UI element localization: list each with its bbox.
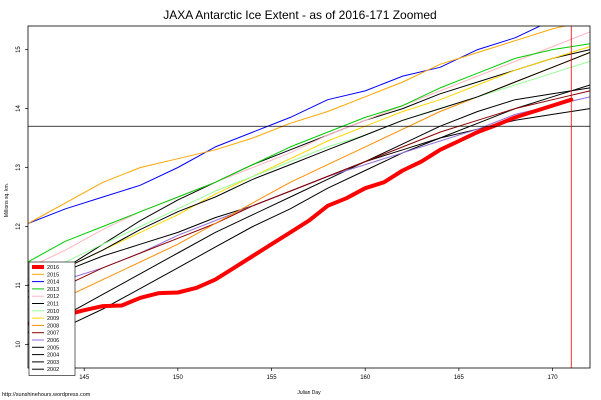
y-tick-label: 12: [16, 222, 22, 229]
y-tick-label: 14: [16, 105, 22, 112]
series-line-2014: [28, 26, 542, 224]
series-line-2015: [28, 26, 568, 224]
legend-label-2003: 2003: [47, 360, 59, 366]
legend-label-2013: 2013: [47, 287, 59, 293]
legend-label-2005: 2005: [47, 345, 59, 351]
y-axis: 10 11 12 13 14 15: [16, 46, 28, 348]
credit-url: http://sunshinehours.wordpress.com: [2, 392, 91, 398]
legend-label-2002: 2002: [47, 367, 59, 373]
x-tick-label: 155: [267, 375, 278, 381]
legend-label-2015: 2015: [47, 272, 59, 278]
legend-label-2012: 2012: [47, 294, 59, 300]
series-line-2012: [28, 31, 590, 269]
legend-label-2007: 2007: [47, 331, 59, 337]
y-axis-label: Millions sq. km.: [4, 183, 10, 217]
legend-label-2009: 2009: [47, 316, 59, 322]
series-line-2010: [28, 60, 590, 281]
y-tick-label: 11: [16, 282, 22, 289]
series-line-2005: [28, 87, 590, 334]
series-line-2009: [28, 46, 590, 286]
series-line-2004: [28, 84, 590, 345]
x-tick-label: 145: [79, 375, 90, 381]
series-line-2002: [28, 108, 590, 286]
legend-label-2006: 2006: [47, 338, 59, 344]
series-line-2016: [28, 97, 574, 326]
series-line-2008: [28, 52, 590, 310]
x-tick-label: 150: [173, 375, 184, 381]
legend-box: [28, 261, 76, 376]
legend-label-2010: 2010: [47, 309, 59, 315]
series-line-2007: [28, 90, 590, 298]
x-tick-label: 165: [454, 375, 465, 381]
chart-title: JAXA Antarctic Ice Extent - as of 2016-1…: [163, 8, 436, 22]
x-tick-label: 160: [360, 375, 371, 381]
reference-lines: [28, 26, 590, 368]
y-tick-label: 15: [16, 46, 22, 53]
x-axis-label: Julian Day: [297, 390, 321, 396]
legend-label-2004: 2004: [47, 353, 59, 359]
series-line-2003: [28, 49, 590, 292]
series-layer: [28, 26, 590, 345]
x-axis: 145 150 155 160 165 170: [79, 368, 558, 381]
series-line-2011: [28, 52, 590, 286]
x-tick-label: 170: [548, 375, 559, 381]
legend-label-2016: 2016: [47, 265, 59, 271]
legend-label-2008: 2008: [47, 323, 59, 329]
legend-label-2011: 2011: [47, 302, 59, 308]
series-line-2013: [28, 43, 590, 263]
y-tick-label: 10: [16, 340, 22, 347]
y-tick-label: 13: [16, 164, 22, 171]
plot-frame: [27, 25, 591, 369]
legend-label-2014: 2014: [47, 280, 59, 286]
